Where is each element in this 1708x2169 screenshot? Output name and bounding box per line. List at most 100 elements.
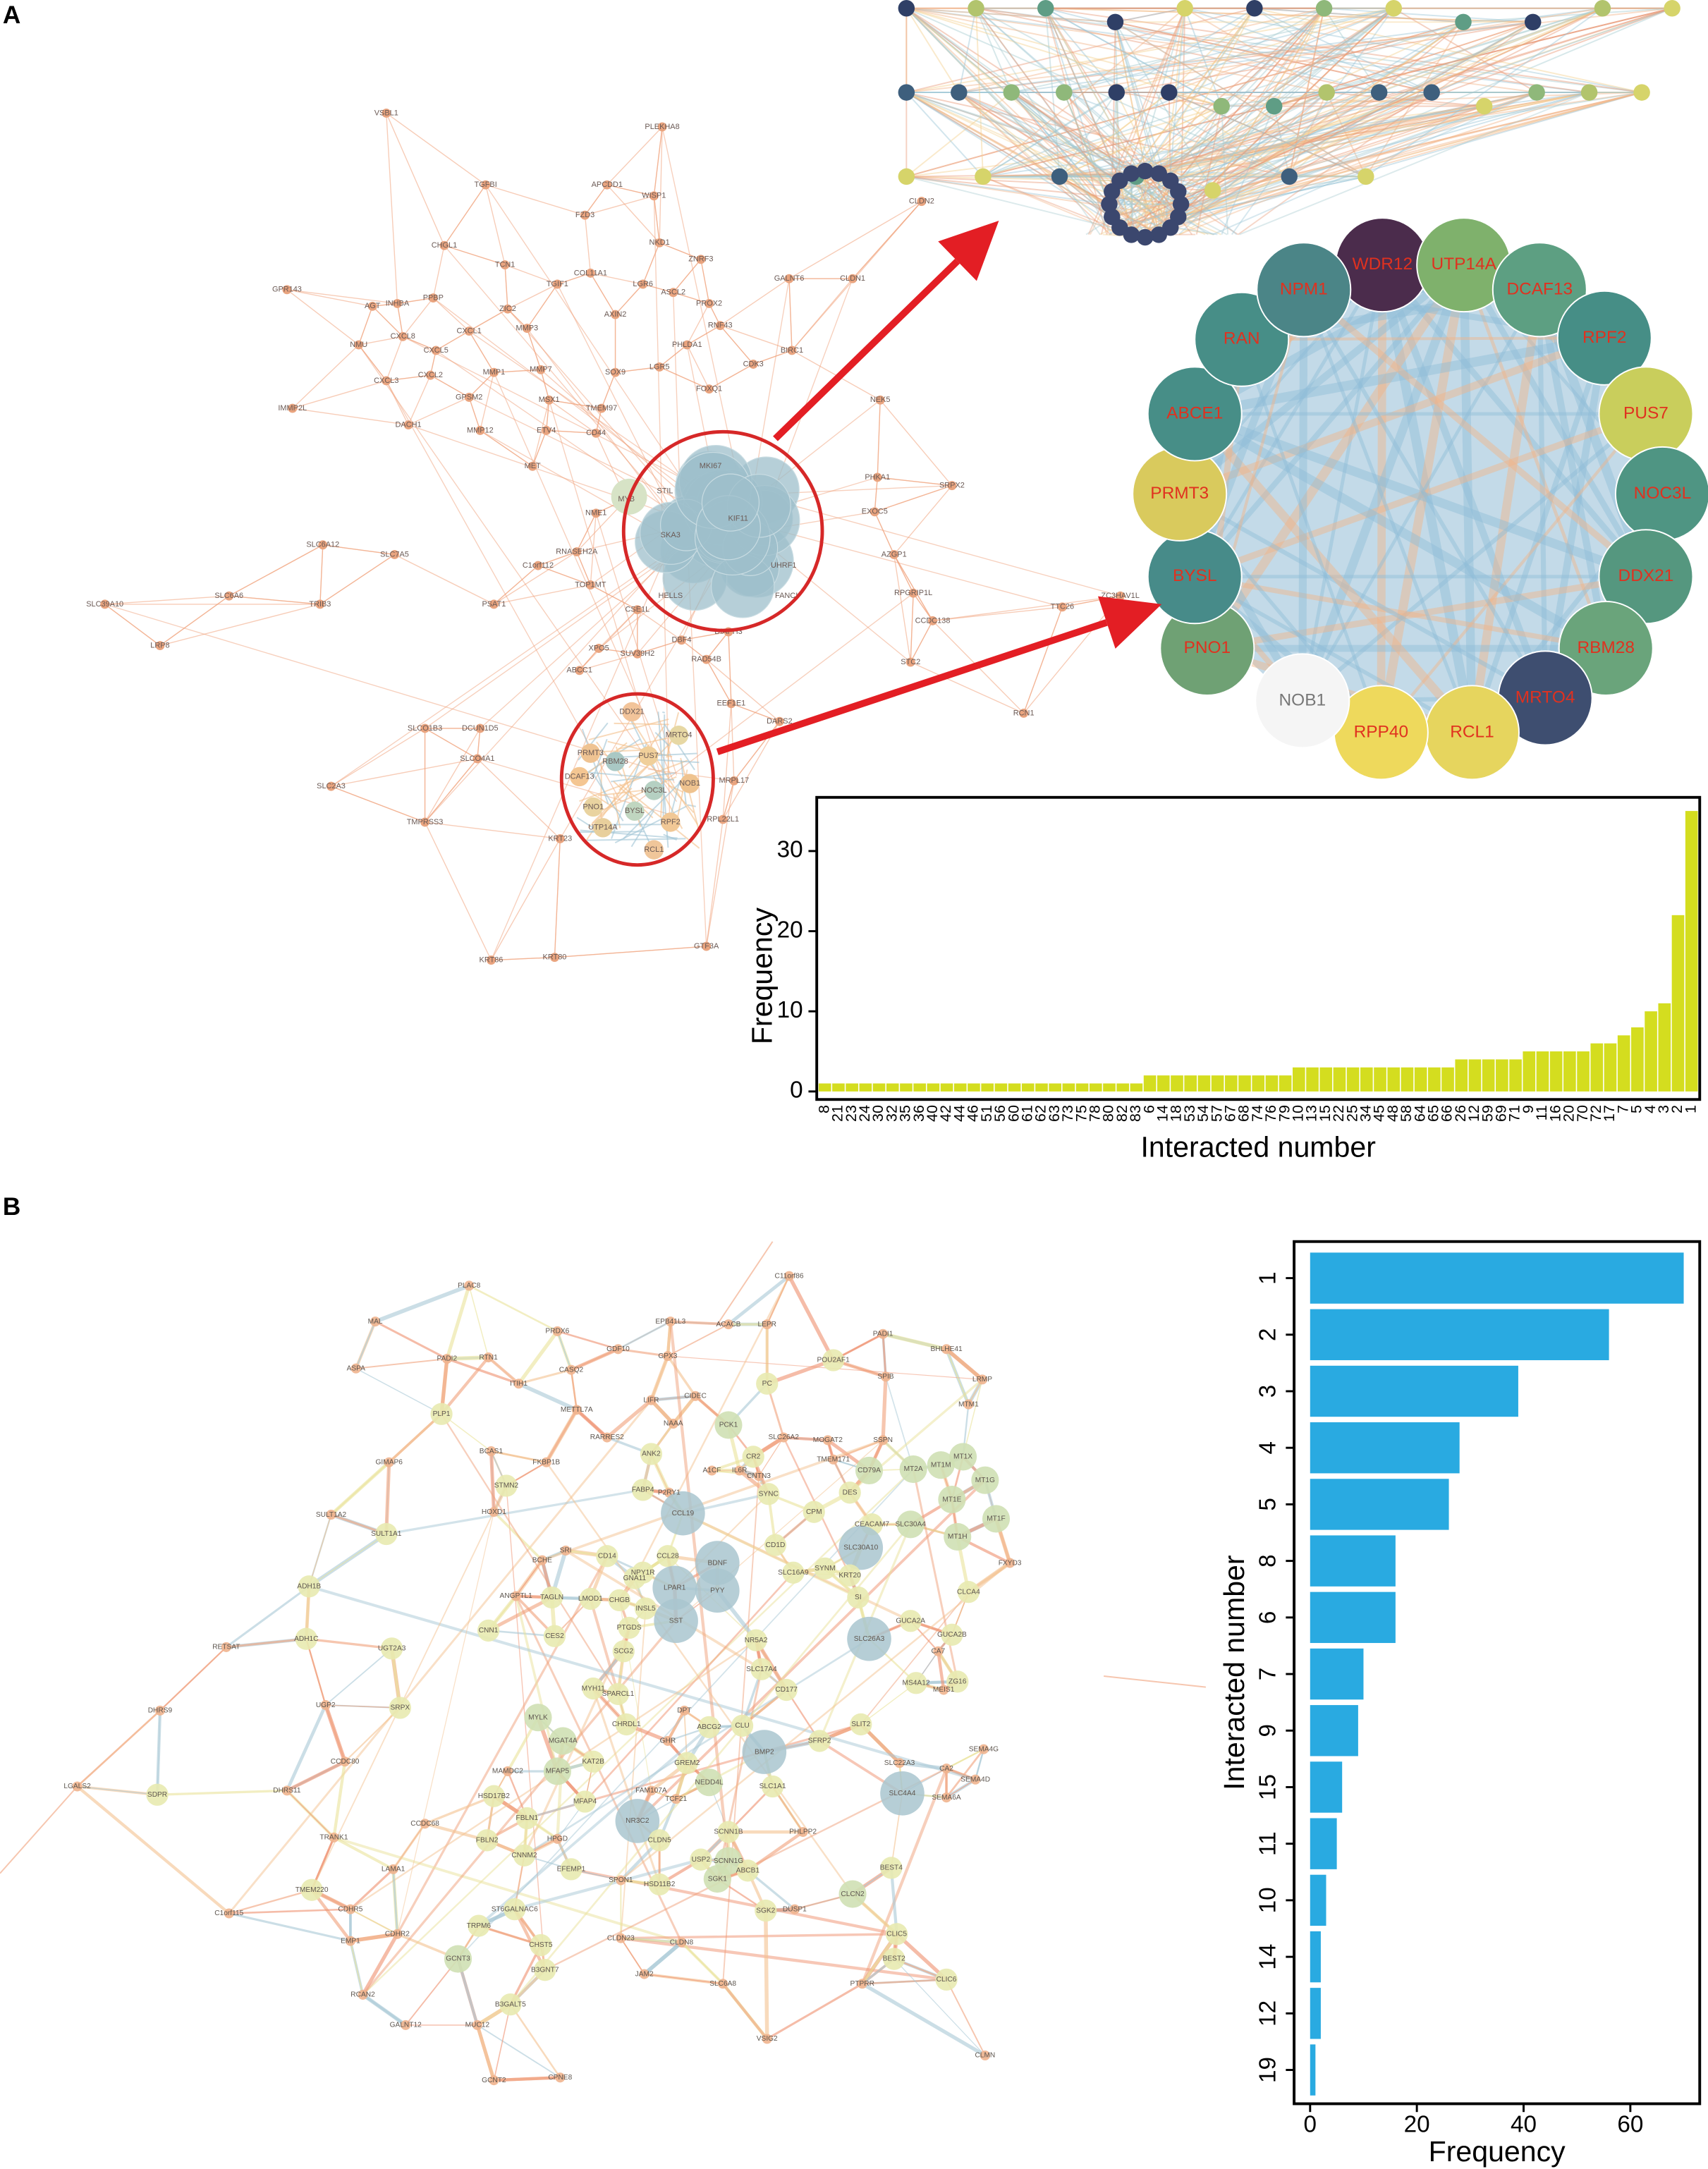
node-label: ASCL2 xyxy=(661,288,685,297)
node-label: MT2A xyxy=(904,1465,923,1473)
network-node xyxy=(536,365,546,374)
node-label: CR2 xyxy=(746,1453,761,1461)
edge xyxy=(1059,176,1110,205)
y-tick-label: 20 xyxy=(777,917,803,943)
edge xyxy=(1323,8,1380,93)
network-node xyxy=(704,298,714,308)
network-node xyxy=(784,1271,795,1281)
node-label: SYNM xyxy=(815,1565,835,1572)
edge xyxy=(1044,8,1121,181)
x-tick-label: 75 xyxy=(1073,1105,1090,1122)
edge xyxy=(292,408,409,426)
network-node xyxy=(928,616,937,625)
edge xyxy=(905,8,1121,228)
edge xyxy=(1207,573,1647,652)
edge xyxy=(1379,21,1464,93)
y-axis-title: Interacted number xyxy=(1218,1555,1250,1790)
network-node xyxy=(527,461,537,471)
x-tick-label: 45 xyxy=(1371,1105,1388,1122)
node-label: SSPN xyxy=(873,1436,893,1444)
node-label: NR5A2 xyxy=(745,1637,768,1644)
bar xyxy=(1333,1067,1346,1092)
edge xyxy=(1130,203,1182,236)
x-tick-label: 62 xyxy=(1032,1105,1049,1122)
network-node xyxy=(917,197,927,207)
node-label: CLDN1 xyxy=(840,274,865,283)
network-node xyxy=(524,1704,552,1732)
edge xyxy=(435,330,470,351)
node-label: CPNE8 xyxy=(548,2074,572,2082)
network-node xyxy=(1664,0,1680,17)
network-node xyxy=(1101,195,1118,213)
network-node xyxy=(543,1757,571,1785)
edge xyxy=(228,1889,312,1914)
network-node xyxy=(695,1768,724,1797)
edge xyxy=(1145,92,1432,172)
edge xyxy=(783,1436,828,1442)
node-label: FZD3 xyxy=(575,211,594,219)
edge xyxy=(554,946,707,958)
edge xyxy=(1169,8,1255,93)
edge xyxy=(716,1668,763,1879)
edge xyxy=(1142,92,1537,236)
edge xyxy=(570,1347,619,1372)
node-label: MTM1 xyxy=(958,1400,979,1408)
edge xyxy=(1326,92,1367,177)
x-tick-label: 40 xyxy=(924,1105,941,1122)
edge xyxy=(1130,7,1325,174)
network-node xyxy=(72,1781,83,1792)
edge xyxy=(1011,92,1171,228)
network-node xyxy=(941,1344,952,1355)
y-tick-label: 2 xyxy=(1255,1328,1281,1342)
bar xyxy=(927,1083,940,1092)
bar xyxy=(846,1083,858,1092)
edge xyxy=(1170,176,1290,182)
edge xyxy=(975,1749,984,1780)
node-label: MMP3 xyxy=(516,324,539,333)
edge xyxy=(1145,92,1590,172)
edge xyxy=(1011,92,1239,236)
edge xyxy=(1119,7,1603,228)
network-node xyxy=(358,1989,368,2000)
edge xyxy=(874,477,878,512)
x-tick-label: 21 xyxy=(829,1105,846,1122)
ring-node xyxy=(1556,290,1652,386)
network-node xyxy=(552,1833,563,1844)
node-label: VSBL1 xyxy=(374,109,398,117)
edge xyxy=(874,511,895,555)
edge xyxy=(910,621,934,663)
edge xyxy=(576,513,597,552)
edge xyxy=(906,7,1327,94)
y-tick-label: 7 xyxy=(1255,1668,1281,1681)
node-label: MRTO4 xyxy=(666,731,693,740)
edge xyxy=(906,105,1484,178)
edge xyxy=(1059,176,1110,205)
bar xyxy=(1563,1051,1576,1092)
network-node xyxy=(726,699,736,709)
node-label: BMP2 xyxy=(755,1748,774,1756)
network-node xyxy=(375,1522,398,1546)
node-label: CLIC5 xyxy=(886,1931,907,1938)
node-label: SCG2 xyxy=(614,1647,633,1655)
x-tick-label: 20 xyxy=(1404,2112,1430,2138)
edge xyxy=(1379,263,1549,699)
network-node xyxy=(755,1899,777,1922)
edge xyxy=(556,1331,572,1371)
network-node xyxy=(613,1344,623,1355)
edge xyxy=(1085,180,1171,236)
network-node xyxy=(326,1510,336,1520)
edge xyxy=(225,1585,310,1649)
edge xyxy=(575,1409,609,1438)
bar xyxy=(1310,1931,1321,1983)
ring-label: PRMT3 xyxy=(1150,484,1209,503)
network-node xyxy=(704,384,714,394)
bar xyxy=(1387,1067,1401,1092)
edge xyxy=(618,737,668,750)
network-node xyxy=(968,0,984,17)
node-label: SI xyxy=(855,1594,862,1601)
edge xyxy=(1288,92,1380,178)
node-label: SLC30A4 xyxy=(895,1520,926,1528)
edge xyxy=(906,21,1464,178)
network-node xyxy=(602,1432,612,1443)
edge xyxy=(349,1868,394,1910)
